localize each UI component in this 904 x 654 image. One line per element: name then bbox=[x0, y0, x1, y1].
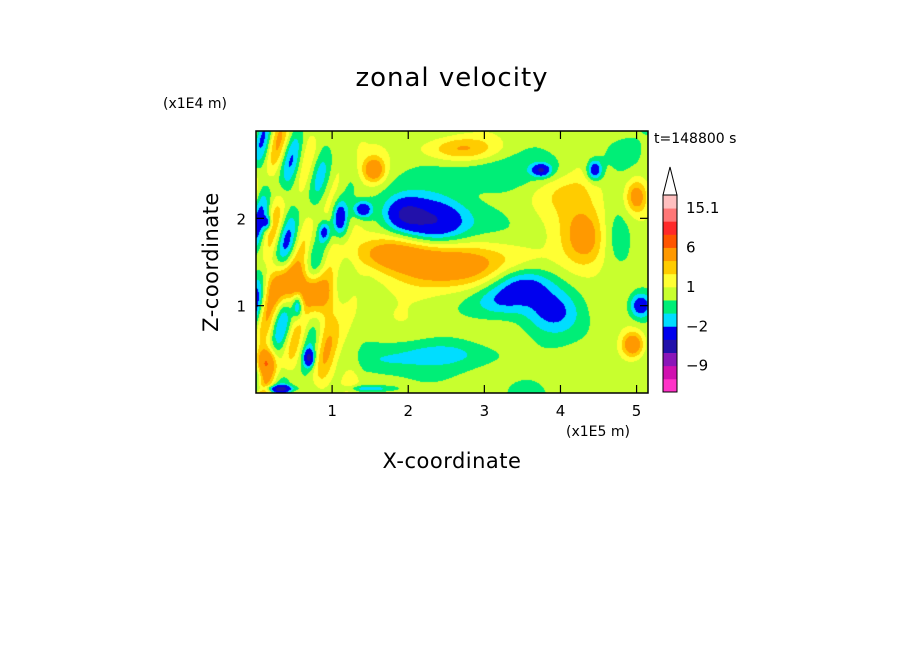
plot-frame bbox=[255, 130, 649, 394]
contour-field-canvas bbox=[256, 131, 648, 393]
colorbar-segment bbox=[663, 208, 677, 222]
colorbar-segment bbox=[663, 378, 677, 393]
y-tick-label: 2 bbox=[236, 210, 246, 228]
colorbar-label: 6 bbox=[686, 239, 696, 257]
colorbar-segment bbox=[663, 247, 677, 262]
colorbar: 15.1 6 1 −2 −9 bbox=[662, 166, 719, 393]
colorbar-segment bbox=[663, 234, 677, 248]
x-scale-label: (x1E5 m) bbox=[566, 424, 630, 440]
x-tick-label: 2 bbox=[403, 402, 413, 420]
y-axis-title: Z-coordinate bbox=[199, 192, 223, 332]
colorbar-segment bbox=[663, 313, 677, 327]
x-tick-label: 1 bbox=[327, 402, 337, 420]
x-axis: 1 2 3 4 5 bbox=[327, 131, 641, 420]
colorbar-segment bbox=[663, 286, 677, 301]
colorbar-label: −9 bbox=[686, 357, 708, 375]
colorbar-segment bbox=[663, 326, 677, 340]
x-axis-title: X-coordinate bbox=[383, 449, 522, 473]
x-tick-label: 4 bbox=[556, 402, 566, 420]
y-scale-label: (x1E4 m) bbox=[163, 96, 227, 112]
y-axis: 12 bbox=[236, 210, 648, 316]
colorbar-label: 15.1 bbox=[686, 199, 719, 217]
colorbar-extend-arrow bbox=[662, 166, 678, 196]
colorbar-label: −2 bbox=[686, 317, 708, 335]
colorbar-segment bbox=[663, 300, 677, 314]
x-tick-label: 3 bbox=[480, 402, 490, 420]
colorbar-segment bbox=[663, 273, 677, 288]
colorbar-segment bbox=[663, 339, 677, 353]
y-tick-label: 1 bbox=[236, 298, 246, 316]
colorbar-segment bbox=[663, 195, 677, 209]
colorbar-segment bbox=[663, 352, 677, 367]
contour-field bbox=[256, 131, 648, 393]
colorbar-segment bbox=[663, 221, 677, 235]
x-tick-label: 5 bbox=[632, 402, 642, 420]
chart-title: zonal velocity bbox=[355, 63, 548, 93]
colorbar-label: 1 bbox=[686, 278, 696, 296]
time-label: t=148800 s bbox=[654, 131, 736, 147]
colorbar-segment bbox=[663, 365, 677, 380]
colorbar-segment bbox=[663, 260, 677, 275]
